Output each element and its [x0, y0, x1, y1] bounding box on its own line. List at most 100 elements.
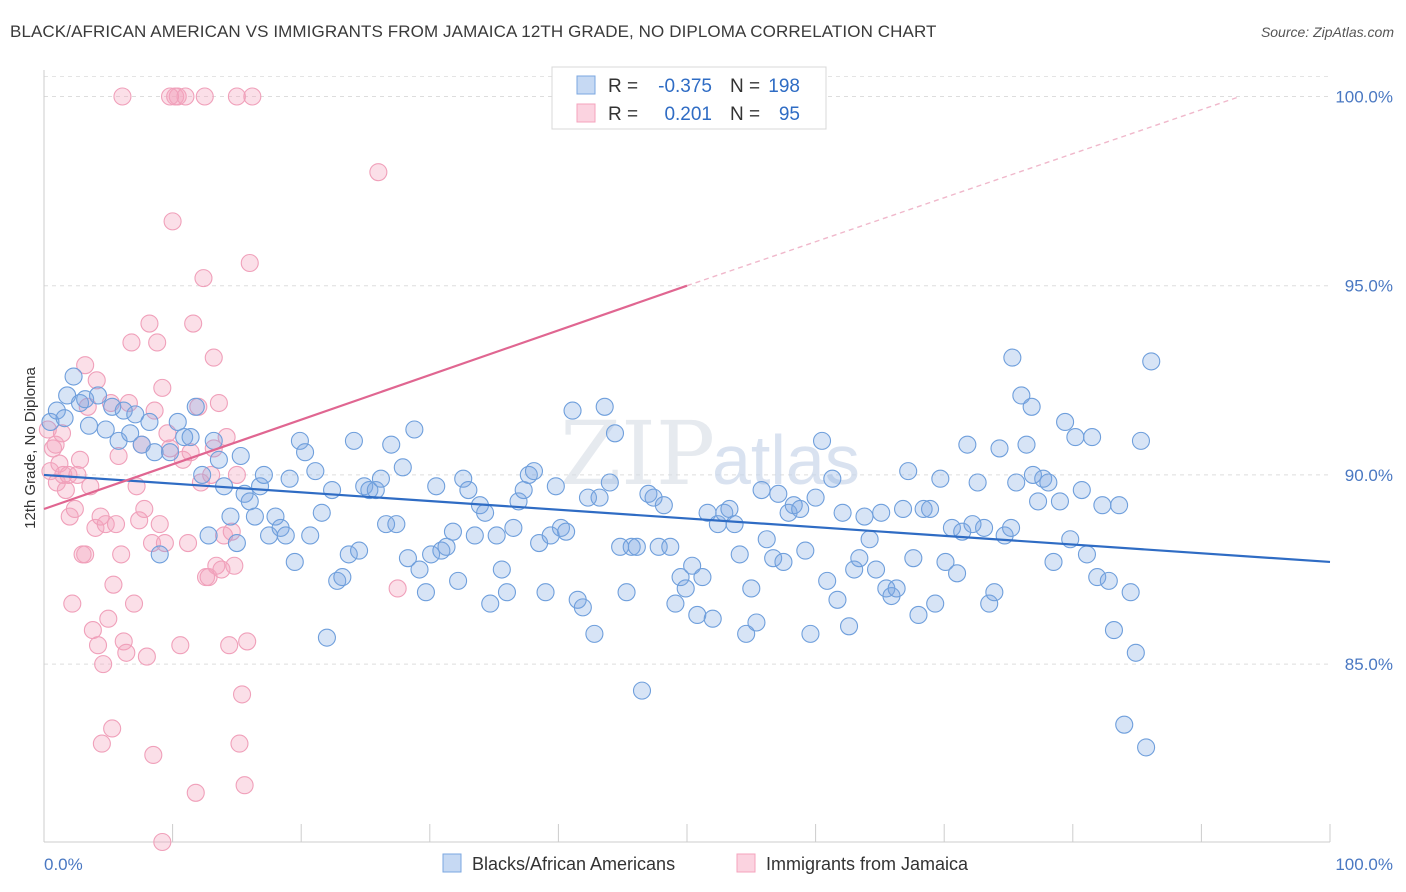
data-point-jamaica: [194, 269, 213, 288]
data-point-black: [465, 526, 484, 545]
data-point-jamaica: [184, 314, 203, 333]
data-point-black: [720, 499, 739, 519]
data-point-jamaica: [209, 393, 228, 413]
data-point-black: [936, 552, 955, 572]
data-point-black: [1088, 568, 1107, 587]
data-point-jamaica: [238, 632, 257, 651]
data-point-black: [443, 522, 462, 541]
data-point-jamaica: [103, 719, 122, 738]
data-point-black: [676, 579, 695, 598]
data-point-black: [382, 435, 401, 454]
data-point-black: [371, 469, 390, 488]
data-point-black: [175, 428, 194, 447]
tick-labels: 85.0% 90.0% 95.0% 100.0% 0.0% 100.0%: [44, 87, 1393, 874]
data-point-black: [1007, 473, 1026, 492]
data-point-black: [893, 499, 913, 519]
data-point-black: [921, 499, 940, 519]
data-point-jamaica: [235, 776, 254, 795]
bottom-legend-label-pink: Immigrants from Jamaica: [766, 854, 969, 874]
data-point-black: [290, 431, 309, 450]
data-point-jamaica: [52, 424, 72, 443]
data-point-black: [181, 428, 200, 447]
data-point-jamaica: [163, 212, 182, 231]
data-point-black: [666, 594, 685, 613]
data-point-black: [344, 431, 363, 450]
data-point-jamaica: [96, 515, 115, 534]
data-point-black: [1137, 738, 1156, 757]
data-point-black: [168, 412, 187, 431]
data-point-jamaica: [150, 515, 169, 534]
data-point-black: [240, 492, 259, 511]
data-point-black: [872, 503, 891, 522]
data-point-black: [747, 613, 766, 632]
data-point-black: [387, 515, 406, 534]
data-point-black: [285, 552, 304, 572]
data-point-black: [209, 450, 228, 469]
y-tick-label: 90.0%: [1345, 466, 1393, 485]
data-point-jamaica: [160, 439, 180, 458]
data-point-black: [600, 473, 619, 492]
data-point-black: [541, 526, 560, 545]
data-point-black: [796, 541, 815, 560]
data-point-black: [1044, 552, 1063, 572]
data-point-black: [227, 533, 246, 553]
bottom-legend-label-blue: Blacks/African Americans: [472, 854, 675, 874]
data-point-jamaica: [65, 499, 84, 519]
data-point-jamaica: [135, 499, 154, 519]
data-point-black: [186, 397, 205, 416]
data-point-black: [671, 568, 690, 587]
data-point-black: [199, 526, 218, 545]
data-point-black: [904, 549, 923, 568]
data-point-black: [1142, 352, 1161, 371]
data-point-black: [360, 481, 379, 500]
data-point-black: [296, 443, 315, 462]
data-point-black: [1066, 428, 1085, 447]
data-point-black: [887, 579, 906, 598]
data-point-jamaica: [92, 734, 111, 753]
data-point-jamaica: [153, 832, 172, 852]
data-point-black: [193, 465, 212, 484]
data-point-black: [563, 401, 582, 420]
data-point-black: [948, 564, 967, 583]
legend-n-value-2: 95: [779, 104, 800, 125]
legend-swatch-blue: [576, 75, 596, 95]
data-point-black: [301, 526, 320, 545]
data-point-black: [926, 594, 945, 613]
data-point-black: [103, 397, 122, 416]
data-point-black: [605, 424, 625, 443]
data-point-black: [909, 605, 928, 624]
data-point-black: [1023, 465, 1042, 484]
data-point-jamaica: [388, 579, 407, 598]
data-point-black: [254, 465, 273, 484]
data-point-black: [339, 545, 358, 564]
data-point-black: [1072, 481, 1091, 500]
data-point-black: [769, 484, 788, 503]
data-point-black: [1022, 397, 1041, 416]
data-point-black: [416, 583, 435, 602]
data-point-jamaica: [178, 533, 198, 553]
data-point-black: [958, 435, 977, 454]
data-point-black: [585, 624, 604, 643]
data-point-jamaica: [227, 87, 246, 106]
data-point-black: [764, 549, 783, 568]
data-point-black: [899, 462, 918, 481]
data-point-black: [622, 537, 641, 556]
chart-title: BLACK/AFRICAN AMERICAN VS IMMIGRANTS FRO…: [10, 22, 937, 41]
data-point-jamaica: [76, 356, 95, 375]
data-point-black: [975, 518, 994, 537]
y-tick-label: 100.0%: [1335, 87, 1393, 106]
data-point-jamaica: [104, 575, 123, 594]
data-point-black: [812, 431, 832, 450]
data-point-jamaica: [86, 518, 105, 537]
data-point-black: [654, 496, 673, 515]
data-point-black: [1056, 412, 1075, 431]
data-point-black: [1115, 715, 1134, 734]
data-point-jamaica: [76, 545, 95, 564]
data-point-black: [55, 409, 74, 428]
trend-line-black: [43, 473, 1331, 564]
data-point-black: [449, 571, 468, 590]
data-point-black: [752, 481, 771, 500]
data-point-black: [459, 481, 478, 500]
data-point-jamaica: [232, 685, 252, 704]
legend-n-value-1: 198: [768, 76, 800, 97]
